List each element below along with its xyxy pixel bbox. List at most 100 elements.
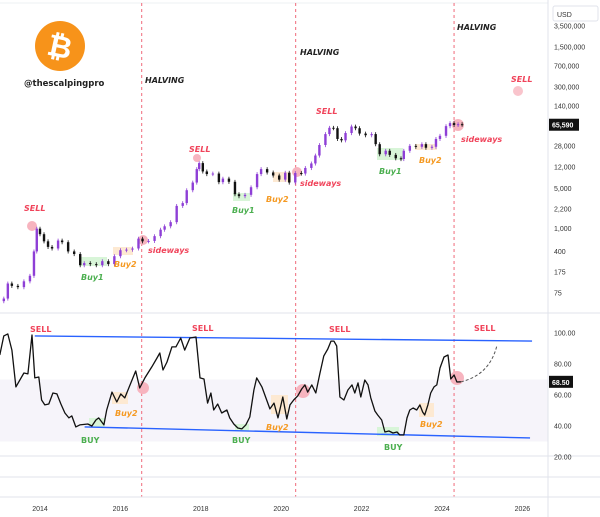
candle — [284, 172, 287, 180]
candle — [10, 283, 14, 286]
price-tick-label: 175 — [554, 269, 566, 276]
time-tick-label: 2024 — [434, 506, 450, 513]
candle — [113, 256, 116, 265]
sideways-label: sideways — [300, 179, 341, 188]
price-tick-label: 5,000 — [554, 186, 572, 193]
candle — [35, 228, 38, 252]
candle — [46, 241, 50, 247]
candle — [175, 205, 178, 223]
halving-label: HALVING — [145, 76, 185, 85]
candle — [191, 182, 194, 191]
candle — [364, 133, 367, 136]
candle — [38, 228, 42, 235]
osc-buy-label: BUY — [232, 436, 251, 445]
candle — [265, 169, 269, 173]
candle — [434, 138, 438, 147]
candle — [131, 248, 134, 250]
halving-label: HALVING — [457, 23, 497, 32]
candle — [95, 264, 98, 266]
sideways-marker — [292, 167, 302, 177]
currency-selector[interactable] — [552, 5, 599, 22]
candle — [277, 175, 281, 180]
candle — [22, 281, 26, 288]
candle — [402, 150, 406, 160]
candle — [370, 134, 373, 136]
price-tick-label: 3,500,000 — [554, 23, 585, 30]
sell-label: SELL — [511, 75, 532, 84]
candle — [50, 246, 54, 249]
candle — [384, 150, 387, 155]
candle — [300, 172, 303, 174]
candle — [201, 163, 205, 172]
buy1-label: Buy1 — [81, 273, 104, 282]
buy2-box — [113, 247, 133, 255]
candle — [336, 128, 339, 139]
candle — [304, 167, 307, 174]
osc-sell-label: SELL — [192, 324, 213, 333]
candle — [2, 298, 6, 302]
candle — [354, 126, 357, 129]
candle — [83, 263, 86, 266]
candle — [444, 126, 448, 136]
price-tick-label: 140,000 — [554, 103, 579, 110]
candle — [332, 127, 335, 129]
axes[interactable]: USD 3,500,000 1,500,000 700,000 300,000 140,0… — [32, 5, 599, 513]
halving-label: HALVING — [300, 48, 340, 57]
candle — [310, 163, 313, 168]
candle — [16, 285, 20, 288]
sell-label: SELL — [189, 145, 210, 154]
price-tick-label: 1,000 — [554, 226, 572, 233]
buy-box — [89, 418, 105, 427]
oscillator-pane — [0, 333, 533, 439]
time-tick-label: 2018 — [193, 506, 209, 513]
time-tick-label: 2016 — [113, 506, 129, 513]
candle — [205, 171, 209, 175]
candle — [79, 254, 82, 266]
sell-marker — [193, 154, 201, 162]
buy2-label: Buy2 — [114, 260, 137, 269]
osc-buy2-label: Buy2 — [420, 420, 443, 429]
candle — [32, 251, 36, 276]
osc-tick-label: 80.00 — [554, 362, 572, 369]
candle — [318, 145, 321, 156]
osc-sell-label: SELL — [474, 324, 495, 333]
time-tick-label: 2020 — [273, 506, 289, 513]
price-tick-label: 75 — [554, 291, 562, 298]
candle — [294, 172, 297, 183]
buy2-label: Buy2 — [419, 156, 442, 165]
candle — [438, 135, 442, 139]
candle — [72, 251, 76, 255]
channel-lower-line — [84, 426, 531, 439]
candle — [456, 124, 460, 126]
price-tick-label: 400 — [554, 249, 566, 256]
buy1-box — [79, 257, 107, 266]
candle — [328, 127, 331, 135]
candle — [237, 194, 241, 197]
price-tick-label: 1,500,000 — [554, 44, 585, 51]
candle — [42, 234, 46, 242]
candle — [185, 190, 188, 204]
candle — [195, 169, 198, 183]
halving-lines — [141, 3, 455, 497]
price-tick-label: 12,000 — [554, 164, 576, 171]
candle — [227, 178, 231, 182]
osc-buy2-label: Buy2 — [266, 423, 289, 432]
candle — [56, 240, 60, 249]
buy-box — [235, 424, 249, 431]
candle — [271, 172, 275, 176]
candle — [141, 238, 144, 242]
osc-tick-label: 20.00 — [554, 455, 572, 462]
candle — [340, 138, 343, 141]
time-tick-label: 2014 — [32, 506, 48, 513]
price-candles — [2, 121, 464, 304]
candle — [288, 172, 291, 183]
candle — [430, 146, 434, 148]
candle — [101, 261, 104, 266]
sell-target-marker — [513, 86, 523, 96]
candle — [233, 181, 237, 195]
bitcoin-logo: ₿ — [35, 21, 85, 71]
time-tick-label: 2026 — [515, 506, 531, 513]
buy1-label: Buy1 — [379, 167, 402, 176]
candle — [249, 187, 253, 195]
